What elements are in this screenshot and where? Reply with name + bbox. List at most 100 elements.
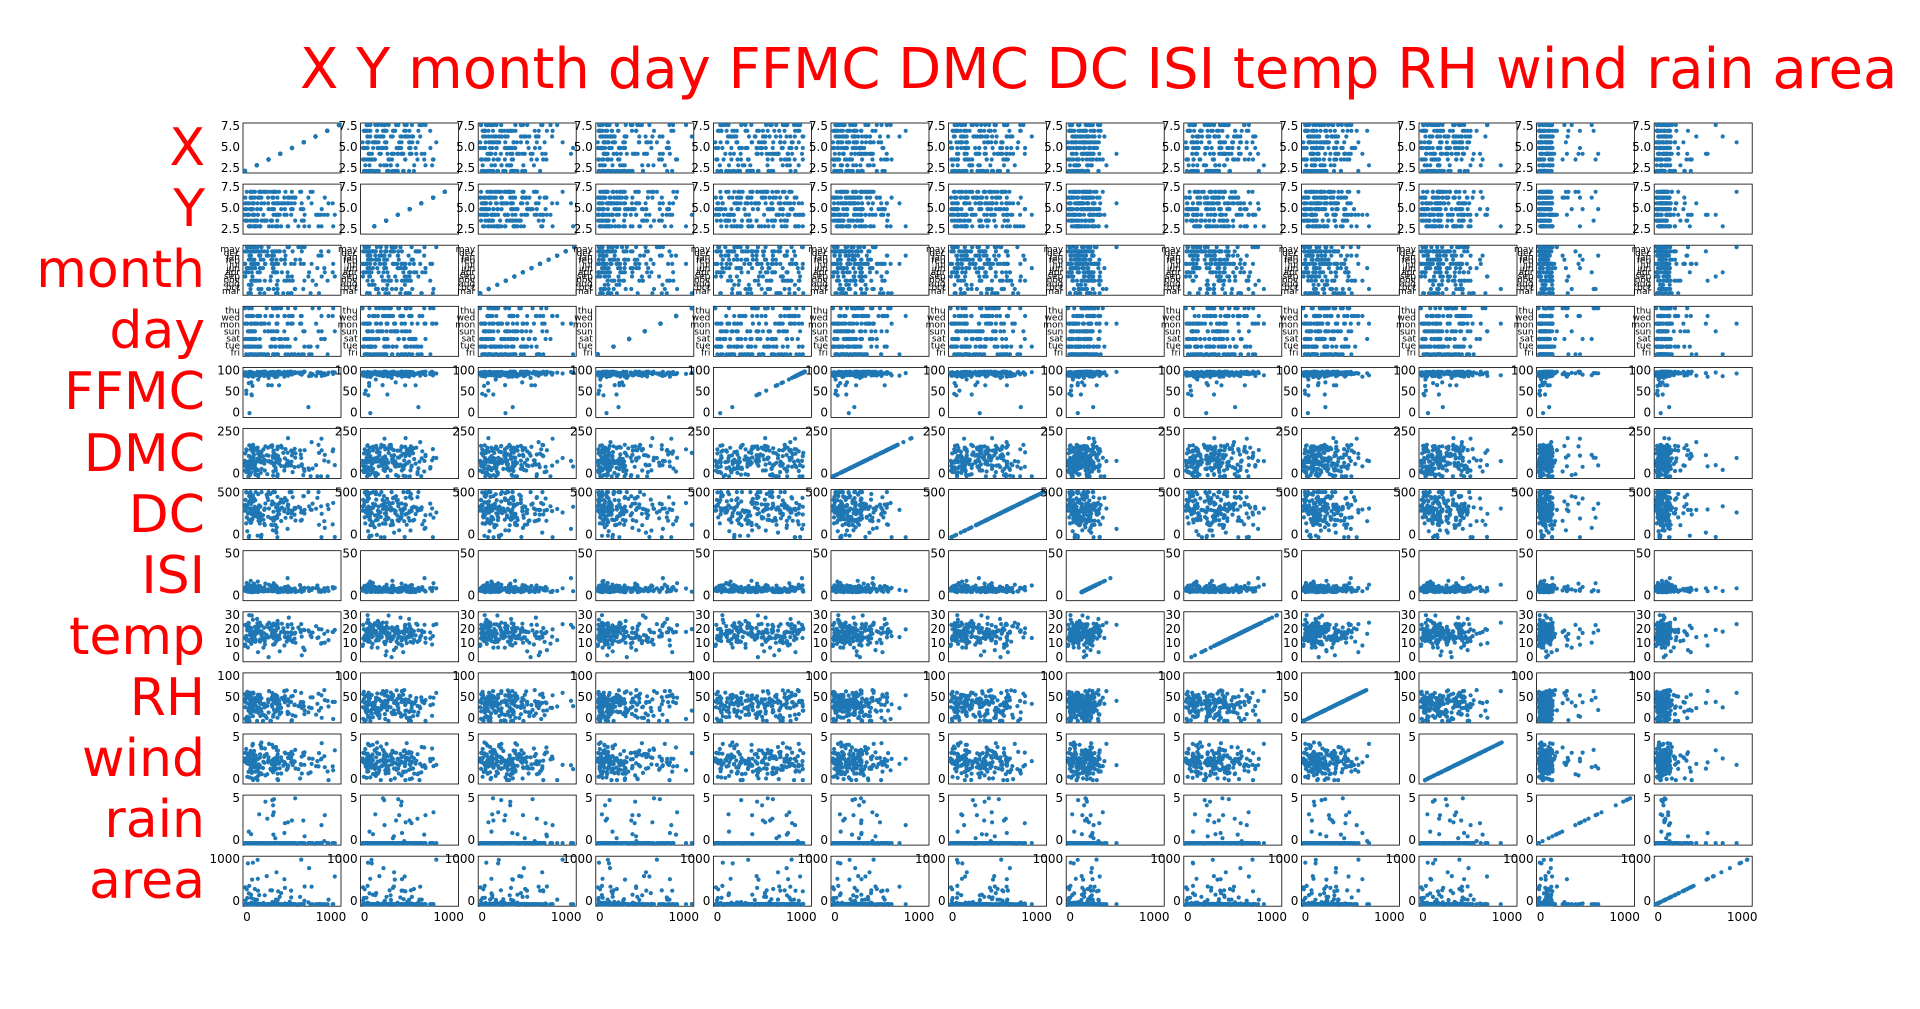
data-point	[489, 152, 493, 156]
data-point	[422, 152, 426, 156]
data-point	[774, 134, 778, 138]
data-point	[533, 146, 537, 150]
y-tick-label: 5.0	[339, 140, 358, 154]
data-point	[1188, 129, 1192, 133]
y-tick-label: 7.5	[1632, 119, 1651, 133]
data-point	[262, 201, 266, 205]
y-tick-label: 2.5	[221, 222, 240, 236]
panel-x-ffmc: 2.55.07.5	[691, 119, 811, 175]
data-point	[279, 207, 283, 211]
data-point	[1217, 129, 1221, 133]
data-point	[764, 146, 768, 150]
data-point	[949, 140, 953, 144]
data-point	[1009, 146, 1013, 150]
data-point	[1690, 157, 1694, 161]
data-point	[885, 123, 889, 127]
data-point	[1668, 146, 1672, 150]
data-point	[603, 134, 607, 138]
panel-x-day: 2.55.07.5	[574, 119, 694, 175]
y-tick-label: 7.5	[221, 180, 240, 194]
data-point	[1430, 134, 1434, 138]
data-point	[486, 134, 490, 138]
data-point	[771, 140, 775, 144]
data-point	[793, 169, 797, 173]
data-point	[1102, 134, 1106, 138]
data-point	[765, 163, 769, 167]
data-point	[276, 213, 280, 217]
data-point	[625, 152, 629, 156]
data-point	[548, 123, 552, 127]
data-point	[1365, 129, 1369, 133]
data-point	[510, 146, 514, 150]
data-point	[1187, 163, 1191, 167]
data-point	[302, 140, 306, 144]
data-point	[1023, 146, 1027, 150]
data-point	[408, 140, 412, 144]
data-point	[537, 129, 541, 133]
data-point	[666, 140, 670, 144]
data-point	[487, 157, 491, 161]
data-point	[1186, 157, 1190, 161]
data-point	[1217, 169, 1221, 173]
data-point	[970, 123, 974, 127]
data-point	[766, 157, 770, 161]
data-point	[369, 157, 373, 161]
data-point	[279, 224, 283, 228]
y-tick-label: 7.5	[574, 119, 593, 133]
data-point	[1460, 140, 1464, 144]
data-point	[1098, 123, 1102, 127]
data-point	[410, 134, 414, 138]
data-point	[853, 146, 857, 150]
data-point	[1460, 157, 1464, 161]
data-point	[1499, 163, 1503, 167]
data-point	[1326, 146, 1330, 150]
data-point	[1212, 157, 1216, 161]
data-point	[545, 129, 549, 133]
data-point	[493, 152, 497, 156]
data-point	[1325, 134, 1329, 138]
data-point	[1550, 157, 1554, 161]
data-point	[368, 129, 372, 133]
data-point	[1438, 134, 1442, 138]
data-point	[1339, 169, 1343, 173]
data-point	[801, 134, 805, 138]
data-point	[533, 129, 537, 133]
data-point	[1573, 157, 1577, 161]
data-point	[885, 152, 889, 156]
data-point	[878, 134, 882, 138]
data-point	[367, 163, 371, 167]
data-point	[1346, 129, 1350, 133]
data-point	[1239, 152, 1243, 156]
data-point	[515, 152, 519, 156]
data-point	[1305, 157, 1309, 161]
data-point	[1472, 152, 1476, 156]
data-point	[745, 146, 749, 150]
data-point	[669, 129, 673, 133]
data-point	[1220, 129, 1224, 133]
data-point	[365, 134, 369, 138]
y-tick-label: 5.0	[691, 140, 710, 154]
data-point	[1221, 123, 1225, 127]
data-point	[1023, 152, 1027, 156]
data-point	[428, 146, 432, 150]
data-point	[404, 129, 408, 133]
data-point	[389, 163, 393, 167]
data-point	[1454, 157, 1458, 161]
data-point	[326, 213, 330, 217]
data-point	[382, 129, 386, 133]
data-point	[1227, 123, 1231, 127]
data-point	[286, 201, 290, 205]
data-point	[503, 157, 507, 161]
data-point	[375, 169, 379, 173]
data-point	[256, 213, 260, 217]
data-point	[783, 140, 787, 144]
data-point	[785, 123, 789, 127]
data-point	[1462, 123, 1466, 127]
data-point	[1424, 152, 1428, 156]
data-point	[1694, 134, 1698, 138]
data-point	[535, 134, 539, 138]
data-point	[1596, 152, 1600, 156]
panel-x-rh: 2.55.07.5	[1279, 119, 1399, 175]
panel-x-temp: 2.55.07.5	[1162, 119, 1282, 175]
data-point	[858, 163, 862, 167]
